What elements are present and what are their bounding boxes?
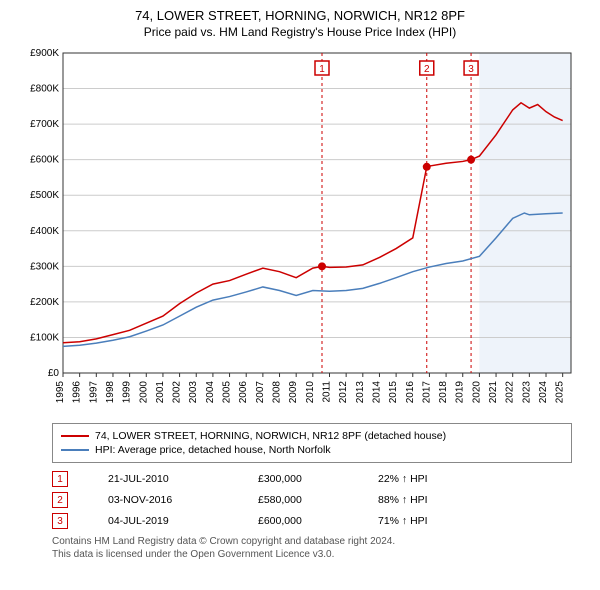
sale-price: £600,000 [258, 515, 338, 527]
svg-text:1998: 1998 [105, 381, 116, 404]
svg-text:2005: 2005 [222, 381, 233, 404]
svg-text:1996: 1996 [72, 381, 83, 404]
page-title: 74, LOWER STREET, HORNING, NORWICH, NR12… [8, 8, 592, 23]
svg-text:2019: 2019 [455, 381, 466, 404]
legend-label: 74, LOWER STREET, HORNING, NORWICH, NR12… [95, 430, 446, 442]
sale-date: 21-JUL-2010 [108, 473, 218, 485]
price-chart: £0 £100K £200K £300K £400K £500K £600K £700K £80… [19, 47, 581, 417]
svg-text:2025: 2025 [555, 381, 566, 404]
sale-number-box: 1 [52, 471, 68, 487]
svg-text:£600K: £600K [30, 155, 59, 166]
legend-item-hpi: HPI: Average price, detached house, Nort… [61, 444, 563, 456]
svg-text:£900K: £900K [30, 48, 59, 59]
svg-text:2012: 2012 [338, 381, 349, 404]
footer: Contains HM Land Registry data © Crown c… [52, 535, 572, 561]
svg-text:2017: 2017 [421, 381, 432, 404]
legend-swatch [61, 435, 89, 437]
footer-line: This data is licensed under the Open Gov… [52, 548, 572, 561]
sale-row: 2 03-NOV-2016 £580,000 88% ↑ HPI [52, 492, 572, 508]
svg-text:2010: 2010 [305, 381, 316, 404]
sale-price: £580,000 [258, 494, 338, 506]
svg-text:£300K: £300K [30, 261, 59, 272]
svg-text:2003: 2003 [188, 381, 199, 404]
sale-date: 03-NOV-2016 [108, 494, 218, 506]
svg-text:£0: £0 [48, 368, 60, 379]
svg-text:2001: 2001 [155, 381, 166, 404]
svg-text:£400K: £400K [30, 226, 59, 237]
svg-text:£500K: £500K [30, 190, 59, 201]
sale-number-box: 3 [52, 513, 68, 529]
svg-text:2021: 2021 [488, 381, 499, 404]
svg-text:2002: 2002 [172, 381, 183, 404]
svg-text:£700K: £700K [30, 119, 59, 130]
svg-text:2014: 2014 [371, 381, 382, 404]
svg-text:1999: 1999 [122, 381, 133, 404]
sale-pct: 88% ↑ HPI [378, 494, 468, 506]
svg-text:2020: 2020 [471, 381, 482, 404]
sale-pct: 71% ↑ HPI [378, 515, 468, 527]
svg-text:2018: 2018 [438, 381, 449, 404]
svg-text:2016: 2016 [405, 381, 416, 404]
svg-text:2013: 2013 [355, 381, 366, 404]
svg-text:2006: 2006 [238, 381, 249, 404]
svg-text:1995: 1995 [55, 381, 66, 404]
svg-text:2007: 2007 [255, 381, 266, 404]
page-subtitle: Price paid vs. HM Land Registry's House … [8, 25, 592, 39]
sale-row: 3 04-JUL-2019 £600,000 71% ↑ HPI [52, 513, 572, 529]
svg-text:1997: 1997 [88, 381, 99, 404]
svg-text:£800K: £800K [30, 84, 59, 95]
sale-number-box: 2 [52, 492, 68, 508]
svg-text:1: 1 [319, 64, 325, 75]
svg-text:3: 3 [468, 64, 474, 75]
svg-text:£200K: £200K [30, 297, 59, 308]
legend: 74, LOWER STREET, HORNING, NORWICH, NR12… [52, 423, 572, 463]
svg-text:2004: 2004 [205, 381, 216, 404]
sale-date: 04-JUL-2019 [108, 515, 218, 527]
svg-text:2: 2 [424, 64, 430, 75]
svg-text:2009: 2009 [288, 381, 299, 404]
svg-text:2008: 2008 [272, 381, 283, 404]
legend-swatch [61, 449, 89, 451]
footer-line: Contains HM Land Registry data © Crown c… [52, 535, 572, 548]
sales-table: 1 21-JUL-2010 £300,000 22% ↑ HPI 2 03-NO… [52, 471, 572, 529]
chart-svg: £0 £100K £200K £300K £400K £500K £600K £700K £80… [19, 47, 581, 417]
legend-label: HPI: Average price, detached house, Nort… [95, 444, 331, 456]
svg-text:£100K: £100K [30, 332, 59, 343]
sale-price: £300,000 [258, 473, 338, 485]
svg-text:2022: 2022 [505, 381, 516, 404]
svg-text:2023: 2023 [521, 381, 532, 404]
sale-row: 1 21-JUL-2010 £300,000 22% ↑ HPI [52, 471, 572, 487]
legend-item-property: 74, LOWER STREET, HORNING, NORWICH, NR12… [61, 430, 563, 442]
svg-text:2024: 2024 [538, 381, 549, 404]
sale-pct: 22% ↑ HPI [378, 473, 468, 485]
svg-text:2011: 2011 [321, 381, 332, 403]
svg-text:2000: 2000 [138, 381, 149, 404]
svg-text:2015: 2015 [388, 381, 399, 404]
